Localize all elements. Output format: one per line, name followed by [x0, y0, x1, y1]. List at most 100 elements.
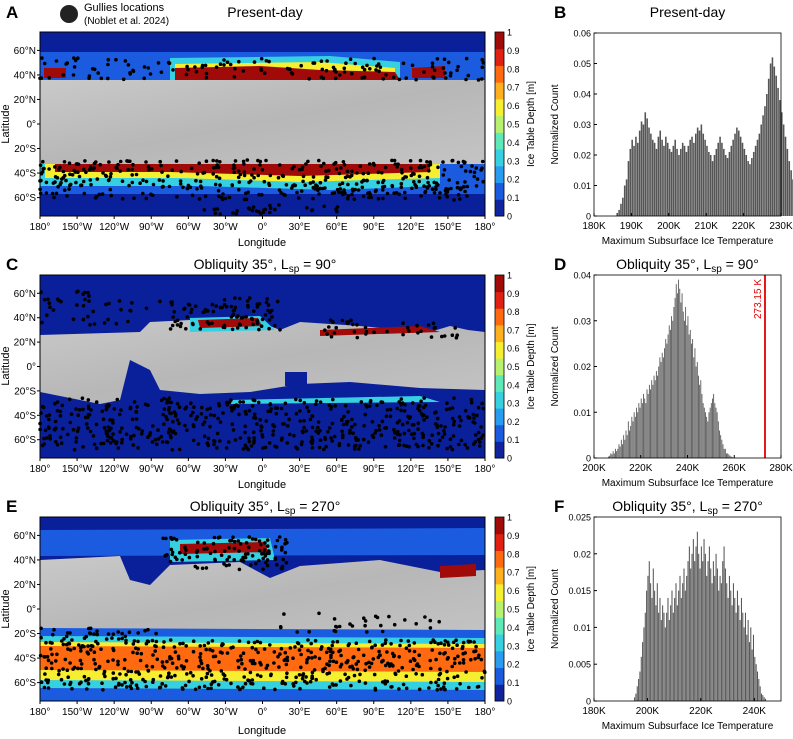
colorbar-segment — [495, 533, 504, 551]
gully-dot — [437, 196, 442, 200]
gully-dot — [46, 425, 51, 429]
gully-dot — [457, 424, 462, 428]
histogram-bar — [694, 561, 696, 701]
gully-dot — [282, 612, 286, 616]
gully-dot — [77, 408, 82, 412]
gully-dot — [220, 195, 224, 200]
gully-dot — [247, 436, 251, 441]
histogram-bar — [699, 568, 701, 701]
gully-dot — [212, 535, 217, 540]
gully-dot — [350, 425, 354, 429]
histogram-bar — [747, 620, 749, 701]
map-ylabel-e: Latitude — [0, 589, 12, 628]
gully-dot — [405, 444, 409, 449]
histogram-bar — [719, 136, 721, 216]
gully-dot — [123, 658, 127, 662]
histogram-bar — [610, 453, 612, 458]
gully-dot — [44, 436, 49, 440]
gully-dot — [169, 675, 174, 679]
histogram-bar — [683, 320, 685, 458]
map-xtick-label: 30°E — [289, 222, 311, 233]
gully-dot — [130, 680, 134, 685]
histogram-f: F Obliquity 35°, Lsp = 270°180K 200K 220K 24… — [550, 497, 782, 732]
histogram-bar — [682, 583, 684, 701]
histogram-bar — [676, 605, 678, 701]
gully-dot — [342, 70, 347, 74]
gully-dot — [385, 650, 389, 654]
gully-dot — [181, 185, 185, 190]
histogram-ytick-label: 0.015 — [568, 586, 591, 596]
gully-dot — [452, 396, 456, 401]
gully-dot — [154, 644, 158, 649]
histogram-bar — [629, 148, 632, 216]
gully-dot — [86, 644, 90, 648]
gully-dot — [228, 62, 233, 67]
gully-dot — [439, 687, 443, 691]
gully-dot — [371, 161, 376, 166]
gully-dot — [167, 408, 171, 412]
gully-dot — [317, 656, 322, 661]
histogram-bar — [668, 148, 671, 216]
gully-dot — [259, 67, 263, 71]
histogram-bar — [630, 425, 632, 458]
gully-dot — [237, 567, 242, 572]
gully-dot — [361, 171, 366, 176]
gully-dot — [118, 169, 122, 173]
gully-dot — [217, 535, 222, 539]
histogram-bar — [703, 407, 705, 458]
gully-dot — [254, 561, 258, 566]
gully-dot — [160, 170, 164, 174]
gully-dot — [47, 76, 52, 80]
gully-dot — [172, 536, 176, 541]
gully-dot — [161, 664, 165, 668]
gully-dot — [425, 186, 430, 190]
histogram-bar — [664, 627, 666, 701]
gully-dot — [165, 401, 169, 405]
histogram-bar — [661, 352, 663, 458]
gully-dot — [452, 419, 457, 424]
gully-dot — [201, 666, 205, 671]
gully-dot — [222, 58, 226, 62]
colorbar-segment — [495, 374, 504, 392]
gully-dot — [260, 552, 264, 556]
gully-dot — [210, 302, 215, 307]
gully-dot — [159, 434, 164, 439]
gully-dot — [302, 419, 306, 423]
gully-dot — [403, 618, 407, 622]
gully-dot — [128, 71, 132, 75]
histogram-bar — [741, 142, 744, 216]
gully-dot — [381, 77, 386, 81]
gully-dot — [221, 672, 226, 676]
gully-dot — [215, 207, 220, 211]
histogram-bar — [691, 136, 693, 216]
colorbar-tick-label: 0.2 — [507, 175, 520, 185]
gully-dot — [451, 434, 456, 438]
gully-dot — [123, 634, 128, 639]
histogram-ylabel: Normalized Count — [550, 569, 561, 649]
gully-dot — [294, 397, 298, 402]
gully-dot — [422, 70, 426, 74]
gully-dot — [45, 313, 49, 318]
histogram-xtick-label: 200K — [657, 221, 681, 232]
gully-dot — [118, 430, 122, 434]
gully-dot — [435, 416, 440, 421]
gully-dot — [275, 562, 279, 567]
gully-dot — [411, 657, 416, 661]
gully-dot — [310, 670, 315, 675]
histogram-bar — [655, 605, 657, 701]
histogram-bar — [714, 575, 716, 701]
gully-dot — [92, 650, 97, 654]
histogram-bar — [670, 151, 673, 216]
gully-dot — [358, 672, 362, 677]
gully-dot — [65, 61, 69, 65]
gully-dot — [261, 556, 266, 561]
gully-dot — [208, 424, 212, 429]
gully-dot — [319, 647, 323, 651]
gully-dot — [161, 645, 166, 649]
gully-dot — [459, 164, 464, 169]
gully-dot — [104, 431, 109, 436]
gully-dot — [441, 685, 446, 689]
histogram-bar — [702, 133, 705, 216]
gully-dot — [221, 411, 225, 415]
gully-dot — [401, 332, 405, 337]
